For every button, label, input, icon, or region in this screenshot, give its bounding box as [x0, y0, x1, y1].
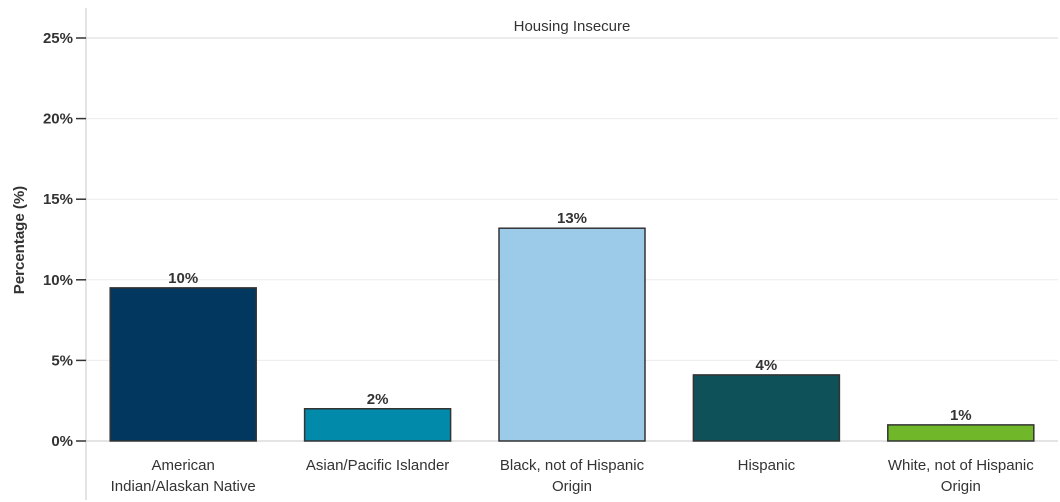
- data-label: 13%: [557, 210, 587, 227]
- data-label: 4%: [756, 357, 778, 374]
- y-tick-label: 10%: [43, 272, 73, 289]
- y-tick-label: 5%: [51, 352, 73, 369]
- bar: [498, 227, 646, 442]
- y-tick-label: 15%: [43, 191, 73, 208]
- x-tick-label: Black, not of Hispanic Origin: [500, 457, 645, 495]
- x-tick-label: White, not of Hispanic Origin: [888, 457, 1034, 495]
- data-label: 10%: [168, 270, 198, 287]
- panel-title: Housing Insecure: [514, 18, 631, 35]
- y-tick-label: 0%: [51, 433, 73, 450]
- bar: [692, 374, 841, 442]
- bar: [303, 408, 452, 442]
- y-tick-label: 25%: [43, 30, 73, 47]
- data-labels: 10% 2% 13% 4% 1%: [168, 210, 971, 424]
- x-tick-label: Hispanic: [738, 457, 796, 474]
- data-label: 1%: [950, 407, 972, 424]
- data-label: 2%: [367, 391, 389, 408]
- bar: [887, 424, 1035, 442]
- y-tick-label: 20%: [43, 111, 73, 128]
- y-axis-title: Percentage (%): [11, 186, 28, 294]
- bar: [109, 287, 257, 442]
- x-axis-labels: American Indian/Alaskan Native Asian/Pacif…: [111, 457, 1035, 495]
- x-tick-label: Asian/Pacific Islander: [306, 457, 449, 474]
- bars: [109, 227, 1035, 442]
- x-tick-label: American Indian/Alaskan Native: [111, 457, 256, 495]
- y-axis-ticks: 0% 5% 10% 15% 20% 25%: [43, 30, 86, 450]
